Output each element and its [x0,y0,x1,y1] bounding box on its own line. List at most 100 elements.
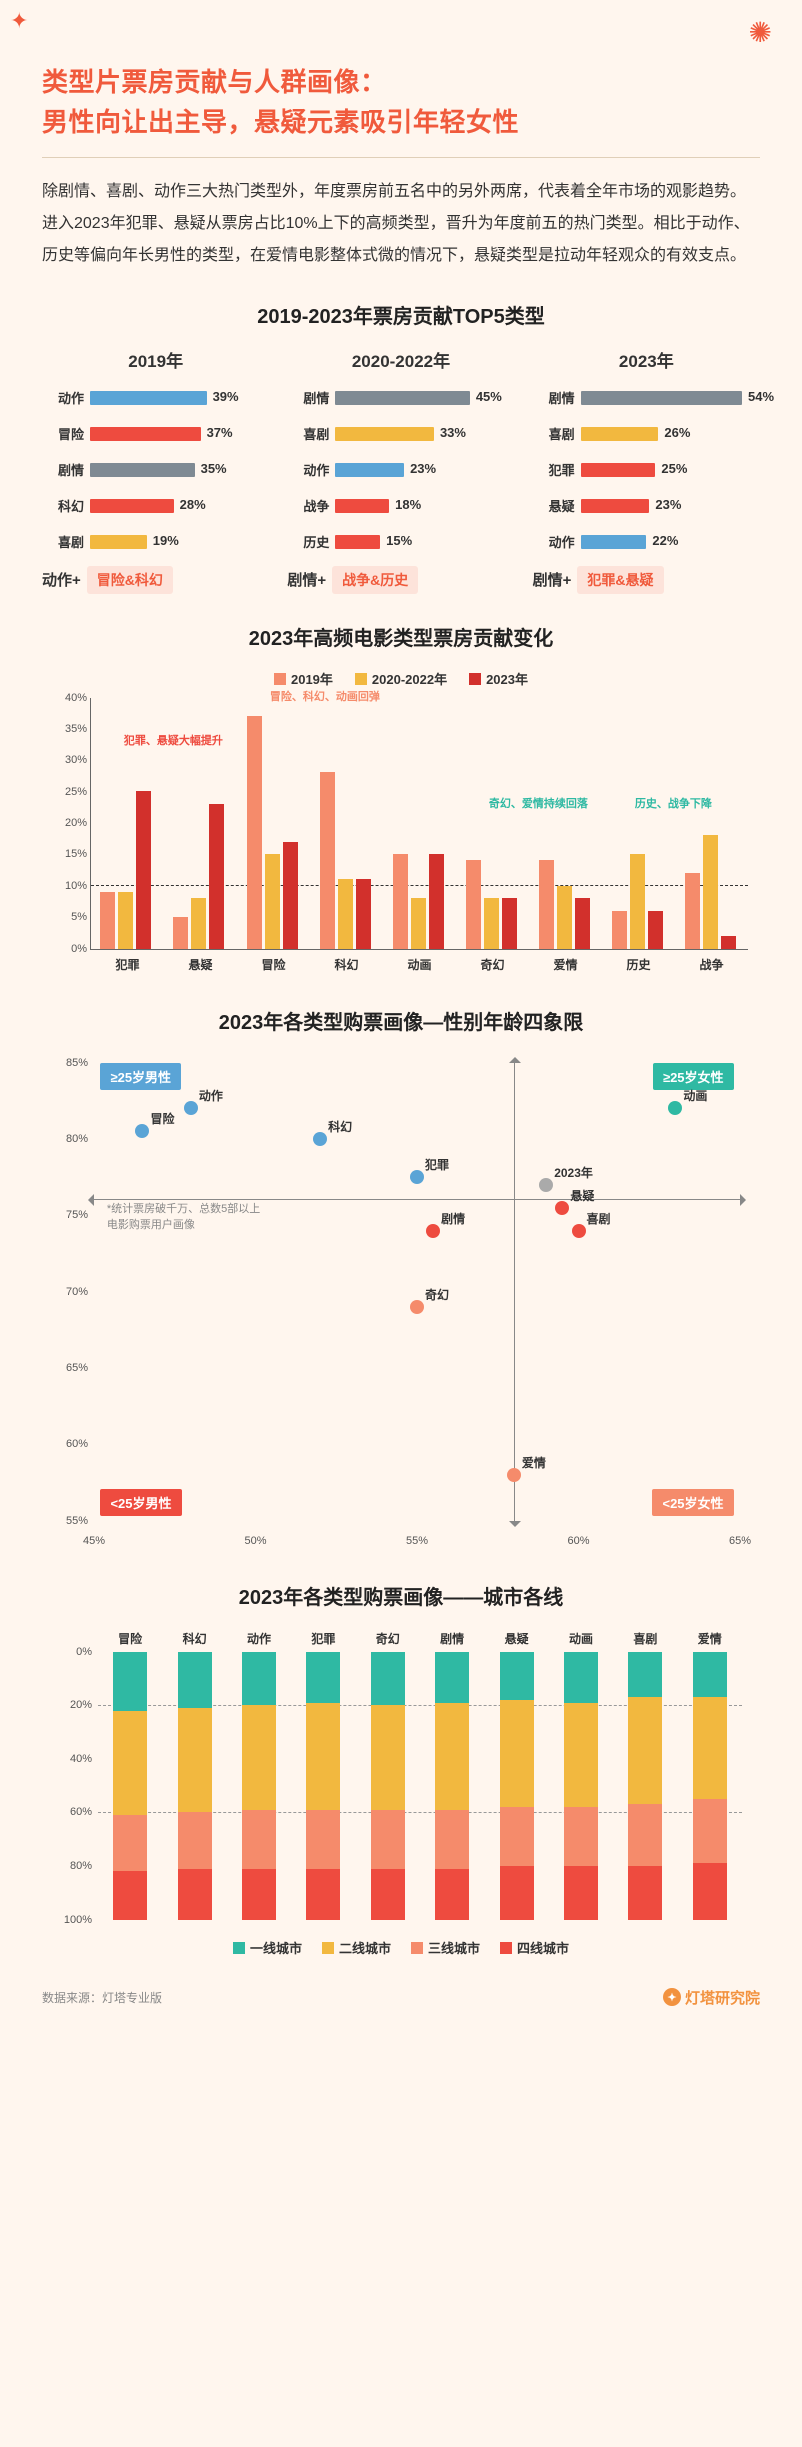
vbar-group [100,791,151,949]
stk-xlabel: 喜剧 [633,1630,657,1647]
scatter-ytick: 60% [54,1438,88,1450]
vbar [630,854,645,949]
stk-segment [693,1697,727,1799]
quadrant-label: <25岁男性 [100,1489,181,1516]
vbar [393,854,408,949]
scatter-ytick: 85% [54,1057,88,1069]
stk-column [242,1652,276,1920]
stk-segment [435,1703,469,1810]
hbar-track: 26% [581,427,760,441]
hbar-track: 19% [90,535,269,549]
scatter-yaxis [514,1063,515,1521]
hbar-row: 喜剧26% [533,422,760,446]
vbar-xlabel: 奇幻 [463,956,523,973]
vbar [539,860,554,948]
hbar-track: 33% [335,427,514,441]
stk-column [178,1652,212,1920]
hbar-track: 23% [581,499,760,513]
hbar-track: 35% [90,463,269,477]
stk-segment [371,1810,405,1869]
ytick-label: 10% [53,880,87,892]
firework-icon: ✺ [749,16,772,49]
hbar-track: 39% [90,391,269,405]
vbar-xlabel: 动画 [390,956,450,973]
hbar-label: 喜剧 [287,424,335,443]
stk-segment [306,1869,340,1920]
stk-column [435,1652,469,1920]
scatter-point [410,1300,424,1314]
hbar-row: 犯罪25% [533,458,760,482]
ytick-label: 20% [53,817,87,829]
summary-prefix: 动作+ [42,569,81,590]
stk-segment [435,1652,469,1703]
scatter-xtick: 65% [729,1535,751,1547]
chart1-title: 2019-2023年票房贡献TOP5类型 [42,300,760,329]
vbar [502,898,517,948]
footer-source: 数据来源：灯塔专业版 [42,1989,162,2006]
ytick-label: 15% [53,848,87,860]
footer: 数据来源：灯塔专业版 ✦ 灯塔研究院 [42,1987,760,2008]
stk-xlabel: 悬疑 [505,1630,529,1647]
vbar-xlabel: 战争 [682,956,742,973]
stk-segment [693,1652,727,1698]
scatter-point-label: 犯罪 [425,1156,449,1173]
stk-segment [113,1711,147,1816]
stk-segment [500,1807,534,1866]
stk-segment [306,1810,340,1869]
page: ✦ ✺ 类型片票房贡献与人群画像： 男性向让出主导，悬疑元素吸引年轻女性 除剧情… [0,0,802,2032]
stk-segment [564,1807,598,1866]
summary-prefix: 剧情+ [287,569,326,590]
vbar-xlabel: 历史 [609,956,669,973]
stk-ytick: 0% [54,1646,92,1658]
legend-item: 2019年 [274,669,333,688]
hbar-row: 剧情54% [533,386,760,410]
ytick-label: 30% [53,754,87,766]
vbar-group [685,835,736,948]
stk-segment [564,1652,598,1703]
ytick-label: 0% [53,943,87,955]
hbar-value: 28% [180,497,206,512]
hbar-fill [90,427,201,441]
scatter-point [572,1224,586,1238]
scatter-ytick: 55% [54,1515,88,1527]
hbar-fill [90,391,207,405]
summary-tag: 战争&历史 [332,566,418,594]
footer-logo-text: 灯塔研究院 [685,1987,760,2008]
hbar-track: 28% [90,499,269,513]
vbar-group [393,854,444,949]
hbar-value: 35% [201,461,227,476]
hbar-fill [335,391,469,405]
scatter-point-label: 动画 [683,1087,707,1104]
chart1-panel-year: 2020-2022年 [287,347,514,372]
stk-segment [628,1697,662,1804]
vbar [136,791,151,949]
hbar-track: 23% [335,463,514,477]
hbar-fill [90,463,195,477]
vbar-group [247,716,298,949]
summary-prefix: 剧情+ [533,569,572,590]
chart1-panel-year: 2023年 [533,347,760,372]
legend-item: 二线城市 [322,1938,391,1957]
stk-column [371,1652,405,1920]
stk-segment [371,1869,405,1920]
hbar-row: 冒险37% [42,422,269,446]
hbar-row: 动作22% [533,530,760,554]
stk-segment [306,1652,340,1703]
stk-ytick: 100% [54,1914,92,1926]
hbar-value: 45% [476,389,502,404]
title-line-2: 男性向让出主导，悬疑元素吸引年轻女性 [42,107,519,137]
stk-ytick: 20% [54,1699,92,1711]
chart2-annotation: 冒险、科幻、动画回弹 [270,688,380,704]
chart1-summary: 剧情+犯罪&悬疑 [533,566,760,594]
stk-xlabel: 动作 [247,1630,271,1647]
footer-logo: ✦ 灯塔研究院 [663,1987,760,2008]
stk-segment [693,1863,727,1919]
vbar-group [320,772,371,948]
hbar-track: 25% [581,463,760,477]
stk-segment [371,1652,405,1706]
scatter-point-label: 2023年 [554,1164,593,1181]
main-title: 类型片票房贡献与人群画像： 男性向让出主导，悬疑元素吸引年轻女性 [42,62,760,143]
vbar-xlabel: 冒险 [244,956,304,973]
hbar-fill [90,535,147,549]
chart1-panel-2: 2023年剧情54%喜剧26%犯罪25%悬疑23%动作22%剧情+犯罪&悬疑 [533,347,760,594]
